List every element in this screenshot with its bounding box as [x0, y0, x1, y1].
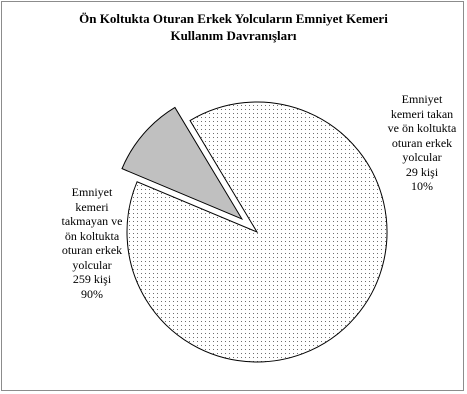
- chart-title: Ön Koltukta Oturan Erkek Yolcuların Emni…: [20, 10, 447, 44]
- data-label-percent: 90%: [81, 286, 103, 301]
- data-label-percent: 10%: [411, 179, 433, 193]
- pie-slice-belt-users: [121, 106, 244, 220]
- data-label-line: kemeri: [75, 199, 109, 214]
- chart-title-line-1: Ön Koltukta Oturan Erkek Yolcuların Emni…: [79, 11, 388, 26]
- data-label-line: Emniyet: [71, 185, 113, 199]
- data-label-non-belt-users: Emniyet kemeri takmayan ve ön koltukta o…: [50, 185, 134, 301]
- data-label-line: yolcular: [72, 257, 112, 272]
- data-label-count: 259 kişi: [72, 272, 112, 286]
- data-label-line: Emniyet: [401, 92, 443, 106]
- data-label-line: ön koltukta: [64, 228, 120, 243]
- data-label-line: oturan erkek: [61, 243, 123, 257]
- data-label-line: kemeri takan: [390, 106, 454, 121]
- data-label-line: ve ön koltukta: [387, 121, 457, 135]
- data-label-belt-users: Emniyet kemeri takan ve ön koltukta otur…: [382, 92, 462, 194]
- data-label-line: takmayan ve: [61, 214, 123, 228]
- data-label-line: oturan erkek: [391, 135, 453, 150]
- chart-title-line-2: Kullanım Davranışları: [170, 28, 297, 43]
- data-label-count: 29 kişi: [405, 164, 439, 179]
- pie-slice-non-belt-users: [126, 101, 388, 363]
- data-label-line: yolcular: [402, 150, 442, 164]
